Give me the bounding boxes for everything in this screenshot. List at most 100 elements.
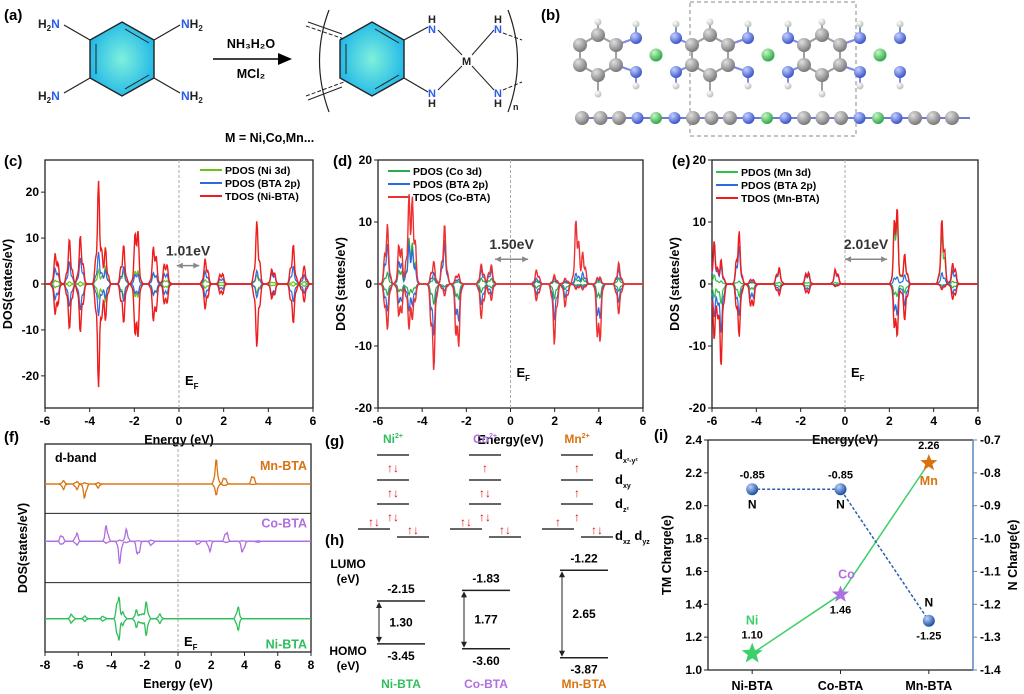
carbon-atom — [703, 68, 717, 82]
x-tick-label: -4 — [106, 658, 117, 672]
electron-spin: ↑↓ — [387, 510, 399, 524]
y2-tick-label: -1.4 — [980, 663, 1001, 677]
tdos-curve-spin-down — [45, 283, 313, 388]
svg-text:H: H — [494, 98, 502, 110]
y2-tick-label: -0.9 — [980, 499, 1001, 513]
nitrogen-atom — [894, 66, 906, 78]
y-tick-label: 20 — [359, 153, 373, 167]
series-label: Mn-BTA — [260, 459, 307, 473]
y-tick-label: -10 — [355, 339, 373, 353]
electron-spin: ↑ — [574, 510, 580, 524]
y-axis-label: DOS (states/eV) — [334, 237, 348, 331]
metal-atom — [650, 112, 662, 124]
x-tick-label: 6 — [640, 414, 647, 428]
x-tick-label: -6 — [73, 658, 84, 672]
x-tick-label: -2 — [461, 414, 472, 428]
y-axis-label: TM Charge(e) — [660, 515, 674, 595]
y2-tick-label: -0.7 — [980, 433, 1001, 447]
y-tick-label: 20 — [26, 185, 40, 199]
panel-label-h: (h) — [325, 532, 344, 549]
y-tick-label: 10 — [693, 215, 707, 229]
nitrogen-atom — [670, 66, 682, 78]
x-tick-label: 0 — [842, 414, 849, 428]
legend-entry: PDOS (BTA 2p) — [741, 180, 816, 192]
ion-label: Mn2+ — [564, 432, 589, 446]
atom-label: Ni — [746, 614, 759, 628]
arrow-head-icon — [376, 636, 382, 643]
legend-entry: PDOS (BTA 2p) — [413, 179, 488, 191]
panel-label-g: (g) — [325, 433, 344, 450]
star-marker — [920, 454, 938, 471]
tdos-curve-spin-down — [378, 283, 643, 370]
arrow-head-icon — [559, 650, 565, 657]
arrow-head-icon — [559, 571, 565, 578]
x-axis-label: Energy(eV) — [478, 433, 544, 447]
ion-label: Ni2+ — [383, 432, 403, 446]
value-label: -0.85 — [828, 469, 853, 481]
x-tick-label: 0 — [175, 658, 182, 672]
metal-atom — [873, 48, 887, 62]
electron-spin: ↑↓ — [479, 486, 491, 500]
arrow-head-icon — [845, 256, 851, 263]
panel-label-a: (a) — [4, 7, 22, 24]
y-tick-label: -20 — [355, 401, 373, 415]
unit-label: (eV) — [337, 659, 360, 673]
y-tick-label: -20 — [22, 369, 40, 383]
x-tick-label: 4 — [241, 658, 248, 672]
electron-spin: ↑ — [574, 486, 580, 500]
y-tick-label: 10 — [359, 215, 373, 229]
nitrogen-atom — [853, 112, 866, 124]
d-band-curve-mn-bta-dn — [45, 483, 311, 500]
amine-group: H2N — [38, 89, 60, 105]
arrow-head-icon — [881, 256, 888, 263]
series-label: Ni-BTA — [266, 638, 307, 652]
x-tick-label: Ni-BTA — [731, 679, 772, 693]
nitrogen-atom — [854, 66, 866, 78]
homo-value: -3.45 — [387, 649, 415, 663]
repeat-subscript: n — [513, 102, 519, 112]
hydrogen-atom — [632, 82, 640, 90]
band-gap-label: 2.01eV — [844, 236, 889, 252]
lumo-value: -2.15 — [387, 582, 415, 596]
hydrogen-atom — [784, 20, 792, 28]
hydrogen-atom — [706, 18, 714, 26]
carbon-atom — [721, 38, 735, 52]
value-label: -0.85 — [740, 469, 765, 481]
hydrogen-atom — [896, 20, 904, 28]
electron-spin: ↑↓ — [387, 461, 399, 475]
y-tick-label: 0 — [32, 277, 39, 291]
legend-entry: TDOS (Co-BTA) — [413, 192, 490, 204]
lumo-value: -1.22 — [570, 551, 598, 565]
y2-tick-label: -0.8 — [980, 466, 1001, 480]
value-label: 1.10 — [741, 630, 762, 642]
nitrogen-atom — [668, 112, 681, 124]
nitrogen-atom — [894, 32, 906, 44]
hydrogen-atom — [818, 90, 826, 98]
chart-title: d-band — [55, 451, 97, 465]
svg-text:H: H — [494, 14, 502, 26]
x-tick-label: 4 — [930, 414, 937, 428]
electron-spin: ↑ — [574, 461, 580, 475]
side-view-lattice — [575, 111, 970, 125]
legend-entry: TDOS (Mn-BTA) — [741, 193, 820, 205]
metal-center: M — [462, 56, 471, 68]
carbon-atom — [685, 38, 699, 52]
chart-f-d-band: Mn-BTA Co-BTA Ni-BTA d-band -8 -6 -4 -2 0 2 4 6 8 Ene… — [16, 443, 315, 691]
panel-label-c: (c) — [4, 153, 22, 170]
x-tick-label: 6 — [310, 414, 317, 428]
top-view-lattice — [573, 18, 906, 98]
ion-label: Co2+ — [473, 432, 497, 446]
product-structure: H N N H M H N N H n — [305, 9, 523, 113]
unit-label: (eV) — [337, 572, 360, 586]
chart-i-charge: 1.0 1.2 1.4 1.6 1.8 2.0 2.2 2.4 -0.7 -0.8 -0.9 -1.0… — [660, 433, 1020, 693]
nitrogen-atom — [630, 66, 642, 78]
homo-value: -3.87 — [570, 663, 598, 677]
panel-label-e: (e) — [672, 153, 690, 170]
hydrogen-atom — [594, 18, 602, 26]
sphere-marker — [922, 614, 935, 627]
carbon-atom — [686, 111, 700, 125]
lumo-label: LUMO — [330, 557, 365, 571]
metal-definition: M = Ni,Co,Mn... — [225, 131, 314, 145]
